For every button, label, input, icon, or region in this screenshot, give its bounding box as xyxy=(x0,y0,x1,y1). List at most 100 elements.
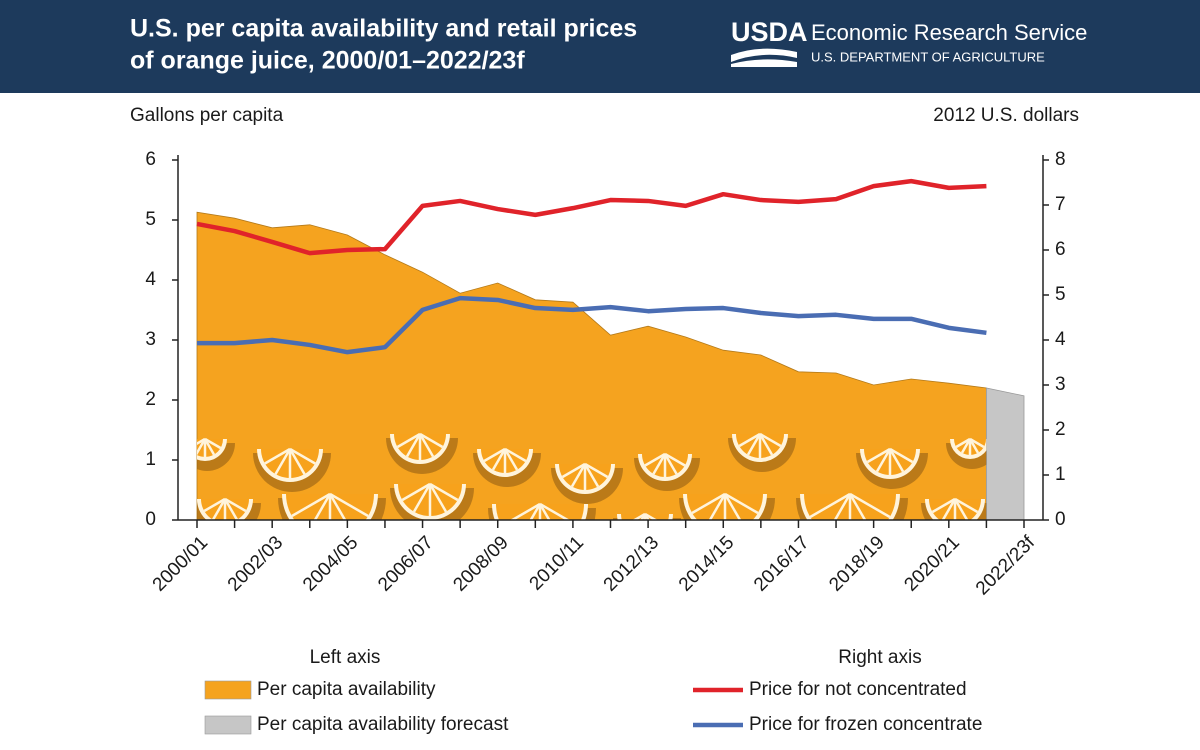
legend-swatch xyxy=(204,715,252,735)
line xyxy=(197,295,987,355)
slice-segment xyxy=(849,492,891,519)
slice-segment xyxy=(583,463,600,488)
slice-segment xyxy=(203,438,216,456)
slice-segment xyxy=(825,493,852,520)
slice-segment xyxy=(483,447,506,463)
slice-segment xyxy=(643,513,659,520)
slice-segment xyxy=(644,452,666,467)
y2-tick-label: 6 xyxy=(1055,239,1066,260)
slice-segment xyxy=(503,448,519,471)
area xyxy=(986,387,1025,521)
slice-segment xyxy=(504,447,527,463)
slice-segment xyxy=(264,447,291,465)
y-tick-label: 5 xyxy=(145,209,156,230)
slice-segment xyxy=(969,437,985,449)
slice-segment xyxy=(538,503,564,520)
slice-segment xyxy=(418,433,435,458)
logo: USDA xyxy=(731,17,808,47)
slice-segment xyxy=(419,432,444,449)
x-tick-label: 2008/09 xyxy=(449,532,512,595)
slice-segment xyxy=(561,462,586,479)
slice-segment xyxy=(306,493,332,520)
slice-segment xyxy=(960,438,972,454)
header-band xyxy=(0,0,1200,93)
slice-segment xyxy=(328,493,354,520)
chart-title: of orange juice, 2000/01–2022/23f xyxy=(130,47,525,75)
x-tick-label: 2004/05 xyxy=(299,532,362,595)
legend-swatch xyxy=(204,680,252,700)
slice-segment xyxy=(429,482,459,502)
slice-segment xyxy=(953,498,970,520)
y2-axis-label: 2012 U.S. dollars xyxy=(933,105,1079,126)
slice-segment xyxy=(664,452,686,467)
slice-segment xyxy=(224,497,247,513)
slice-segment xyxy=(889,447,914,464)
slice-segment xyxy=(412,483,432,513)
slice-segment xyxy=(888,448,905,473)
slice-segment xyxy=(405,433,422,458)
y-tick-label: 1 xyxy=(145,449,156,470)
legend-label: Per capita availability forecast xyxy=(257,714,509,735)
slice-segment xyxy=(875,448,892,473)
department-name: U.S. DEPARTMENT OF AGRICULTURE xyxy=(811,49,1045,64)
slice-segment xyxy=(623,512,646,520)
y-tick-label: 3 xyxy=(145,329,156,350)
slice-segment xyxy=(663,453,678,475)
slice-segment xyxy=(704,493,727,520)
legend-label: Price for frozen concentrate xyxy=(749,714,982,735)
slice-segment xyxy=(758,433,774,456)
slice-segment xyxy=(644,512,667,520)
legend-label: Price for not concentrated xyxy=(749,679,967,700)
slice-segment xyxy=(274,448,292,475)
slice-segment xyxy=(724,492,759,515)
slice-segment xyxy=(954,497,979,514)
y2-tick-label: 8 xyxy=(1055,149,1066,170)
slice-segment xyxy=(203,497,226,513)
y-tick-label: 2 xyxy=(145,389,156,410)
slice-segment xyxy=(197,437,206,450)
slice-segment xyxy=(288,448,306,475)
slice-segment xyxy=(631,513,647,520)
y2-tick-label: 5 xyxy=(1055,284,1066,305)
slice-segment xyxy=(401,482,431,502)
slice-segment xyxy=(584,462,609,479)
x-tick-label: 2022/23f xyxy=(972,532,1040,600)
y-axis-label: Gallons per capita xyxy=(130,105,284,126)
chart-title: U.S. per capita availability and retail … xyxy=(130,15,637,43)
slice-segment xyxy=(691,492,726,515)
slice-segment xyxy=(197,438,207,456)
slice-segment xyxy=(968,438,980,454)
slice-segment xyxy=(809,492,851,519)
slice-flesh xyxy=(496,504,584,520)
x-tick-label: 2010/11 xyxy=(526,532,588,594)
x-tick-label: 2006/07 xyxy=(374,532,437,595)
slice-segment xyxy=(955,437,971,449)
legend-label: Per capita availability xyxy=(257,679,436,700)
slice-segment xyxy=(223,498,239,520)
slice-segment xyxy=(539,502,579,520)
y2-tick-label: 1 xyxy=(1055,464,1066,485)
y2-tick-label: 3 xyxy=(1055,374,1066,395)
slice-segment xyxy=(291,492,331,518)
y2-tick-label: 7 xyxy=(1055,194,1066,215)
slice-segment xyxy=(570,463,587,488)
y2-tick-label: 2 xyxy=(1055,419,1066,440)
slice-segment xyxy=(866,447,891,464)
slice-segment xyxy=(491,448,507,471)
x-tick-label: 2012/13 xyxy=(600,532,663,595)
slice-segment xyxy=(738,432,761,448)
y2-tick-label: 0 xyxy=(1055,509,1066,530)
legend-title: Right axis xyxy=(838,647,921,668)
y2-tick-label: 4 xyxy=(1055,329,1066,350)
slice-segment xyxy=(940,498,957,520)
slice-segment xyxy=(204,437,222,450)
legend-title: Left axis xyxy=(310,647,381,668)
line xyxy=(196,178,987,256)
agency-name: Economic Research Service xyxy=(811,20,1087,45)
x-tick-label: 2002/03 xyxy=(224,532,287,595)
x-tick-label: 2016/17 xyxy=(750,532,813,595)
y-tick-label: 6 xyxy=(145,149,156,170)
slice-segment xyxy=(396,432,421,449)
x-tick-label: 2020/21 xyxy=(900,532,963,595)
